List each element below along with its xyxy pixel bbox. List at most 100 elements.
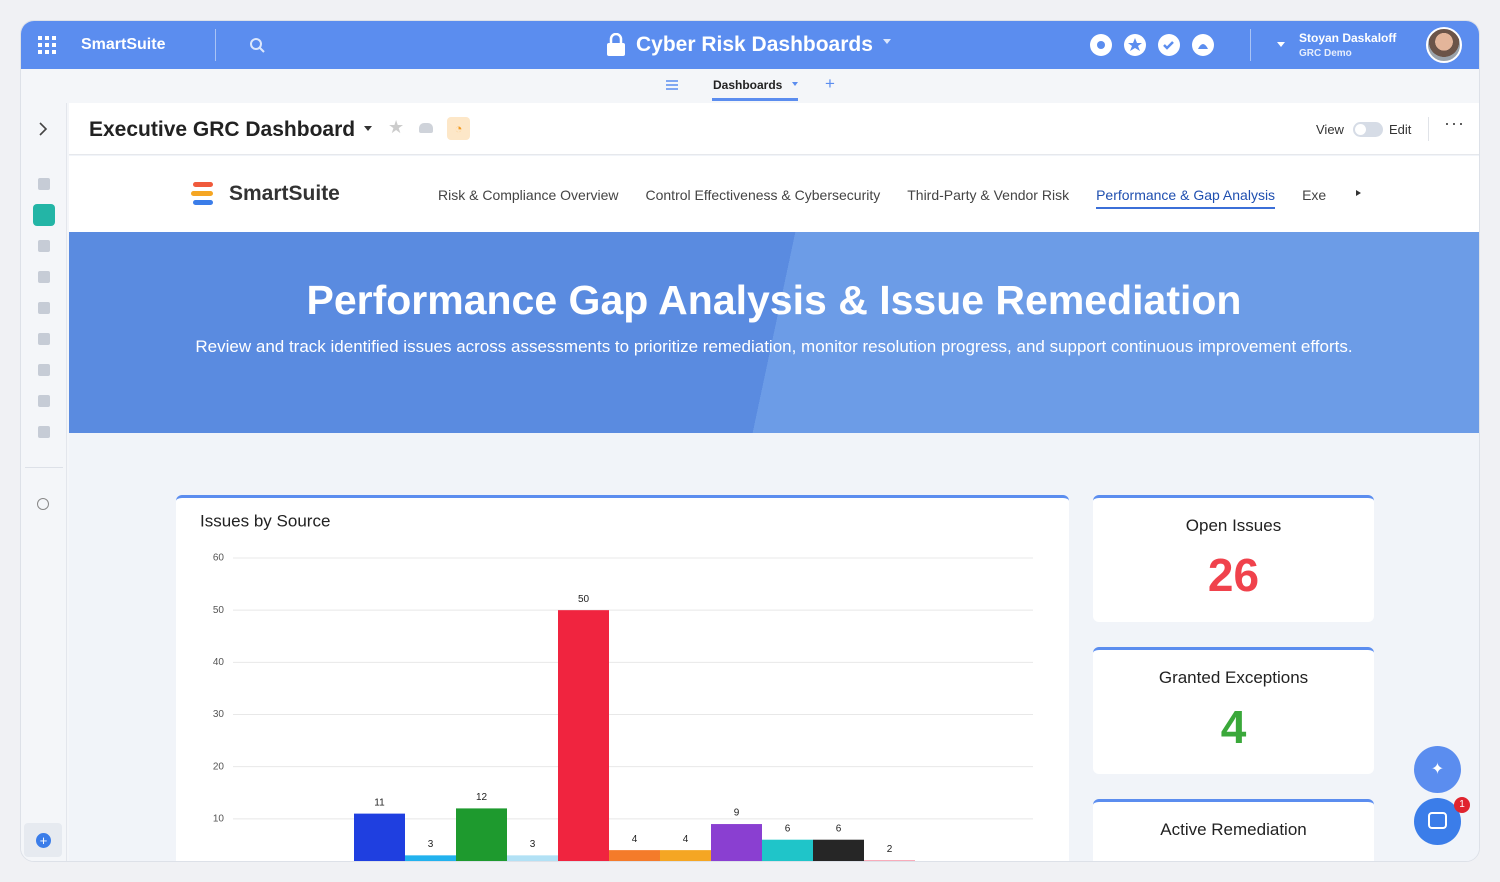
kpi-title: Granted Exceptions bbox=[1158, 668, 1309, 687]
settings-icon[interactable] bbox=[37, 498, 49, 510]
dashboard: Executive GRC Dashboard ★ ◔ View Edit ··… bbox=[69, 103, 1479, 861]
value-label: 50 bbox=[578, 594, 590, 605]
nav-icon[interactable] bbox=[38, 271, 50, 283]
expand-icon[interactable] bbox=[38, 122, 48, 136]
ai-button[interactable]: ✦ bbox=[1414, 746, 1461, 793]
user-org: GRC Demo bbox=[1299, 48, 1352, 59]
divider bbox=[215, 29, 216, 61]
top-bar: SmartSuite Cyber Risk Dashboards Stoyan … bbox=[21, 21, 1479, 69]
add-button[interactable]: + bbox=[36, 833, 51, 848]
bar bbox=[507, 855, 558, 861]
nav-icon[interactable] bbox=[38, 240, 50, 252]
logo-mark bbox=[191, 182, 213, 205]
tab-underline bbox=[712, 98, 798, 101]
nav-icon[interactable] bbox=[38, 178, 50, 190]
y-tick-label: 10 bbox=[213, 813, 225, 824]
chat-icon bbox=[1428, 812, 1447, 829]
sub-nav: Dashboards + bbox=[21, 69, 1479, 103]
hero: Performance Gap Analysis & Issue Remedia… bbox=[69, 232, 1479, 433]
rss-icon[interactable]: ◔ bbox=[447, 117, 470, 140]
bar bbox=[711, 824, 762, 861]
kpi-value: 4 bbox=[1220, 701, 1247, 753]
value-label: 3 bbox=[530, 839, 536, 850]
toggle[interactable] bbox=[1353, 122, 1383, 137]
nav-icon[interactable] bbox=[38, 302, 50, 314]
dashboards-tab[interactable]: Dashboards bbox=[713, 78, 783, 92]
nav-tab[interactable]: Control Effectiveness & Cybersecurity bbox=[645, 187, 881, 203]
user-caret[interactable] bbox=[1277, 42, 1285, 51]
bar bbox=[762, 839, 813, 861]
kpi-card: Granted Exceptions 4 bbox=[1093, 647, 1374, 774]
kpi-title: Active Remediation bbox=[1160, 820, 1307, 839]
value-label: 4 bbox=[683, 834, 689, 845]
divider bbox=[1428, 117, 1429, 141]
banner-nav: SmartSuite Risk & Compliance Overview Con… bbox=[69, 156, 1479, 232]
dashboard-header: Executive GRC Dashboard ★ ◔ View Edit ··… bbox=[69, 103, 1479, 155]
bar bbox=[456, 808, 507, 861]
sidebar: + bbox=[21, 103, 67, 861]
bar bbox=[660, 850, 711, 861]
search-icon[interactable] bbox=[249, 37, 265, 53]
share-icon[interactable] bbox=[419, 123, 433, 133]
view-label[interactable]: View bbox=[1316, 122, 1344, 137]
kpi-value: 26 bbox=[1207, 549, 1260, 601]
y-tick-label: 60 bbox=[213, 553, 225, 564]
nav-tab[interactable]: Exe bbox=[1302, 187, 1327, 203]
hero-subtitle: Review and track identified issues acros… bbox=[195, 337, 1353, 356]
avatar[interactable] bbox=[1426, 27, 1462, 63]
y-tick-label: 50 bbox=[213, 605, 225, 616]
nav-icon-active[interactable] bbox=[33, 204, 55, 226]
hero-title: Performance Gap Analysis & Issue Remedia… bbox=[306, 277, 1242, 323]
apps-icon[interactable] bbox=[38, 36, 56, 54]
bar bbox=[813, 839, 864, 861]
value-label: 12 bbox=[476, 792, 488, 803]
edit-label[interactable]: Edit bbox=[1389, 122, 1412, 137]
dropdown-caret[interactable] bbox=[883, 39, 891, 48]
chat-badge: 1 bbox=[1454, 797, 1470, 813]
user-name[interactable]: Stoyan Daskaloff bbox=[1299, 31, 1397, 45]
brand[interactable]: SmartSuite bbox=[81, 36, 166, 53]
kpi-card: Active Remediation bbox=[1093, 799, 1374, 861]
y-tick-label: 40 bbox=[213, 657, 225, 668]
more-icon[interactable]: ··· bbox=[1444, 113, 1465, 133]
star-icon[interactable]: ★ bbox=[388, 117, 405, 137]
value-label: 9 bbox=[734, 808, 740, 819]
bar bbox=[609, 850, 660, 861]
app-window: SmartSuite Cyber Risk Dashboards Stoyan … bbox=[20, 20, 1480, 862]
dashboard-title[interactable]: Executive GRC Dashboard bbox=[89, 118, 356, 141]
tab-scroll[interactable] bbox=[1356, 190, 1364, 196]
chat-button[interactable] bbox=[1414, 798, 1461, 845]
workspace-title[interactable]: Cyber Risk Dashboards bbox=[636, 33, 873, 56]
chart-card: Issues by Source 10 20 30 40 50 60 11 3 12 3 50 4 4 9… bbox=[176, 495, 1069, 861]
bar bbox=[354, 813, 405, 861]
toolbar-icons[interactable] bbox=[1089, 33, 1219, 57]
tab-caret[interactable] bbox=[792, 82, 798, 89]
kpi-title: Open Issues bbox=[1185, 516, 1282, 535]
toggle-knob bbox=[1355, 124, 1366, 135]
value-label: 3 bbox=[428, 839, 434, 850]
nav-tab[interactable]: Performance & Gap Analysis bbox=[1096, 187, 1276, 209]
divider bbox=[25, 467, 63, 468]
title-caret[interactable] bbox=[364, 126, 372, 135]
nav-icon[interactable] bbox=[38, 395, 50, 407]
kpi-card: Open Issues 26 bbox=[1093, 495, 1374, 622]
chart-title: Issues by Source bbox=[200, 511, 330, 530]
y-tick-label: 20 bbox=[213, 761, 225, 772]
nav-tab[interactable]: Third-Party & Vendor Risk bbox=[907, 187, 1070, 203]
value-label: 4 bbox=[632, 834, 638, 845]
y-tick-label: 30 bbox=[213, 709, 225, 720]
banner-brand: SmartSuite bbox=[229, 182, 340, 205]
divider bbox=[1250, 29, 1251, 61]
value-label: 11 bbox=[374, 797, 385, 808]
bar bbox=[558, 610, 609, 861]
nav-icon[interactable] bbox=[38, 426, 50, 438]
bar bbox=[405, 855, 456, 861]
add-icon[interactable]: + bbox=[825, 74, 835, 93]
lock-icon bbox=[607, 33, 625, 56]
nav-tab[interactable]: Risk & Compliance Overview bbox=[438, 187, 619, 203]
value-label: 6 bbox=[785, 823, 791, 834]
menu-icon[interactable] bbox=[666, 80, 678, 90]
nav-icon[interactable] bbox=[38, 333, 50, 345]
nav-icon[interactable] bbox=[38, 364, 50, 376]
